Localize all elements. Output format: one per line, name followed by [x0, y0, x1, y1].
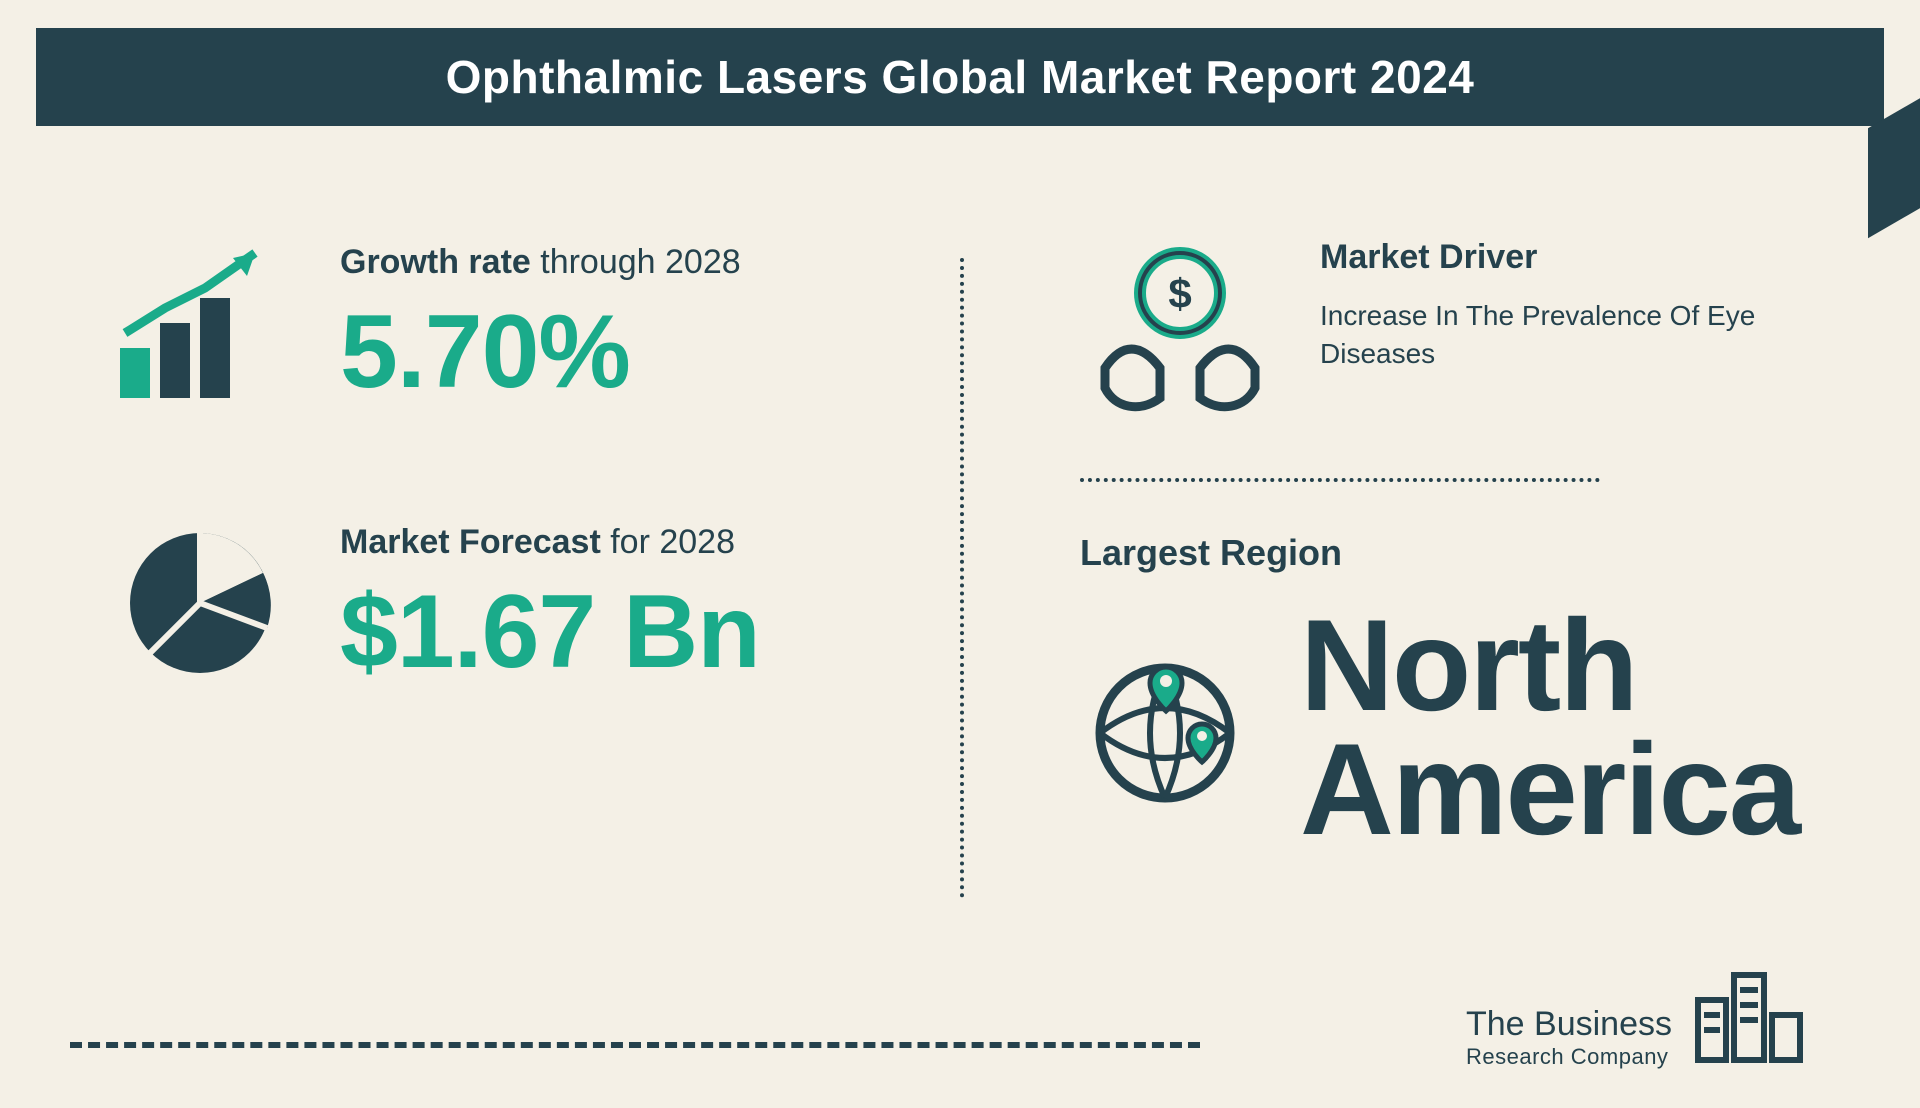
- left-column: Growth rate through 2028 5.70% Market Fo…: [0, 198, 960, 1108]
- globe-pins-icon: [1080, 643, 1250, 813]
- driver-block: $ Market Driver Increase In The Prevalen…: [1080, 238, 1840, 418]
- driver-title: Market Driver: [1320, 238, 1840, 277]
- growth-value: 5.70%: [340, 300, 900, 404]
- growth-label: Growth rate through 2028: [340, 243, 900, 282]
- region-name-line1: North: [1300, 604, 1799, 728]
- region-title: Largest Region: [1080, 532, 1840, 574]
- forecast-label-rest: for 2028: [601, 523, 735, 561]
- footer-line1: The Business: [1466, 1005, 1672, 1044]
- header-bar: Ophthalmic Lasers Global Market Report 2…: [36, 28, 1884, 126]
- svg-text:$: $: [1168, 270, 1191, 317]
- buildings-icon: [1690, 960, 1810, 1070]
- pie-icon: [100, 518, 300, 688]
- footer-logo: The Business Research Company: [1466, 960, 1810, 1070]
- growth-label-rest: through 2028: [531, 243, 741, 281]
- forecast-label: Market Forecast for 2028: [340, 523, 900, 562]
- forecast-value: $1.67 Bn: [340, 580, 900, 684]
- region-name-line2: America: [1300, 728, 1799, 852]
- bottom-divider: [70, 1042, 1200, 1048]
- growth-label-bold: Growth rate: [340, 243, 531, 281]
- driver-text: Increase In The Prevalence Of Eye Diseas…: [1320, 297, 1840, 373]
- growth-block: Growth rate through 2028 5.70%: [100, 238, 900, 408]
- region-name: North America: [1300, 604, 1799, 851]
- footer-line2: Research Company: [1466, 1044, 1672, 1070]
- growth-icon: [100, 238, 300, 408]
- region-block: North America: [1080, 604, 1840, 851]
- dotted-separator: [1080, 478, 1600, 482]
- page-title: Ophthalmic Lasers Global Market Report 2…: [446, 50, 1475, 104]
- hands-dollar-icon: $: [1080, 238, 1280, 418]
- forecast-label-bold: Market Forecast: [340, 523, 601, 561]
- forecast-block: Market Forecast for 2028 $1.67 Bn: [100, 518, 900, 688]
